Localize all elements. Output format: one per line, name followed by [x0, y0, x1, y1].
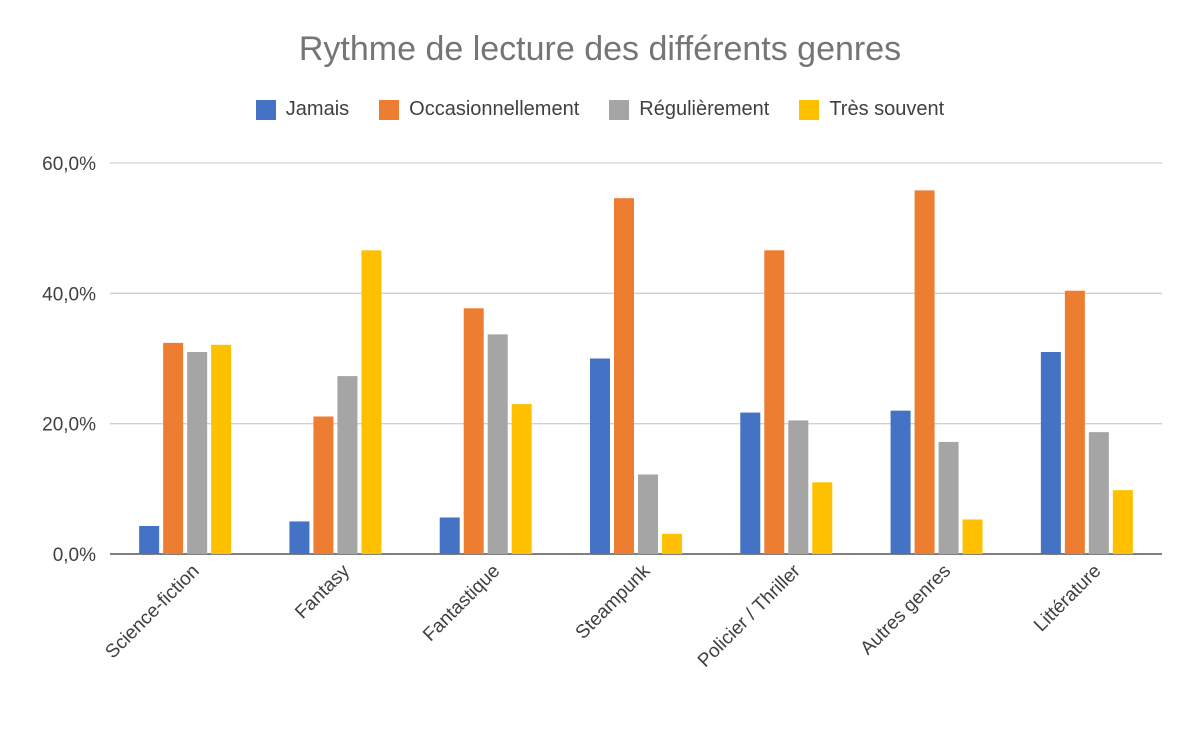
bar: [812, 482, 833, 554]
x-tick-label: Fantasy: [291, 560, 354, 623]
x-tick-label: Littérature: [1030, 561, 1105, 636]
legend-label: Régulièrement: [639, 98, 770, 120]
bar: [337, 376, 358, 554]
bar: [788, 420, 809, 554]
bar: [890, 410, 911, 554]
x-tick-label: Steampunk: [572, 560, 655, 643]
legend-swatch: [799, 99, 820, 120]
bar: [211, 344, 232, 554]
y-tick-label: 60,0%: [42, 154, 96, 175]
legend-label: Occasionnellement: [409, 98, 580, 120]
bar: [463, 308, 484, 554]
legend-label: Très souvent: [829, 98, 945, 120]
bar: [764, 250, 785, 554]
x-tick-label: Fantastique: [419, 561, 504, 646]
y-tick-label: 20,0%: [42, 415, 96, 436]
y-tick-label: 0,0%: [53, 545, 96, 566]
bar: [139, 525, 160, 554]
legend-item: Régulièrement: [609, 98, 769, 121]
x-tick-label: Autres genres: [857, 561, 955, 659]
bar: [662, 533, 682, 554]
bar: [511, 404, 532, 554]
bar: [1112, 490, 1133, 554]
bar: [313, 416, 334, 554]
bar: [962, 519, 983, 554]
bar: [1064, 290, 1085, 554]
y-tick-label: 40,0%: [42, 284, 96, 305]
legend-label: Jamais: [285, 98, 350, 120]
bar: [187, 351, 208, 554]
legend-swatch: [255, 99, 276, 120]
x-tick-label: Science-fiction: [101, 561, 203, 663]
bar: [163, 342, 184, 554]
chart-title: Rythme de lecture des différents genres: [298, 30, 902, 68]
bar: [638, 474, 658, 554]
legend-swatch: [609, 99, 630, 120]
bar: [740, 412, 761, 554]
bar: [487, 334, 508, 554]
bar: [590, 358, 610, 554]
bar: [361, 250, 382, 554]
legend: Jamais Occasionnellement Régulièrement Très…: [0, 98, 1200, 121]
bar: [439, 517, 460, 554]
x-tick-label: Policier / Thriller: [694, 560, 805, 671]
bar: [1040, 351, 1061, 554]
legend-item: Jamais: [255, 98, 350, 121]
bar: [914, 190, 935, 554]
bar: [1088, 432, 1109, 554]
legend-item: Occasionnellement: [379, 98, 579, 121]
legend-item: Très souvent: [799, 98, 944, 121]
legend-swatch: [379, 99, 400, 120]
bar: [289, 521, 310, 554]
bar: [938, 441, 959, 554]
bar: [614, 198, 634, 554]
